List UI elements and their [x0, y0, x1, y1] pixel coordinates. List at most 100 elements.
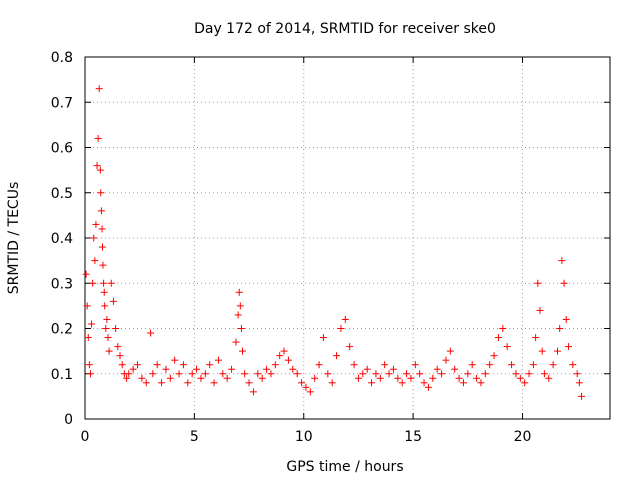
- data-point: [210, 379, 218, 387]
- data-point: [179, 361, 187, 369]
- data-point: [149, 370, 157, 378]
- data-point: [103, 315, 111, 323]
- data-point: [219, 370, 227, 378]
- data-point: [302, 383, 310, 391]
- data-point: [82, 270, 90, 278]
- data-point: [249, 388, 257, 396]
- data-point: [102, 325, 110, 332]
- data-point: [341, 315, 349, 323]
- grid-lines: [85, 57, 610, 419]
- y-tick-label: 0.2: [51, 322, 73, 338]
- chart-title: Day 172 of 2014, SRMTID for receiver ske…: [194, 21, 496, 37]
- data-point: [376, 374, 384, 382]
- data-point: [512, 370, 520, 378]
- data-point: [407, 374, 415, 382]
- data-point: [394, 374, 402, 382]
- data-point: [455, 374, 463, 382]
- data-point: [558, 257, 566, 265]
- data-point: [134, 361, 141, 369]
- data-point: [228, 365, 236, 373]
- data-point: [534, 279, 542, 287]
- x-tick-label: 10: [295, 429, 313, 445]
- data-point: [232, 338, 240, 346]
- data-point: [97, 207, 105, 215]
- data-point: [263, 365, 271, 373]
- y-tick-label: 0: [64, 412, 73, 428]
- data-point: [346, 343, 354, 351]
- data-point: [420, 379, 428, 387]
- data-point: [99, 261, 107, 269]
- data-point: [381, 361, 389, 369]
- data-point: [206, 361, 214, 369]
- data-point: [385, 370, 393, 378]
- data-point: [123, 374, 131, 382]
- y-tick-label: 0.8: [51, 50, 73, 66]
- data-point: [536, 306, 544, 314]
- data-point: [237, 325, 245, 332]
- data-point: [416, 370, 424, 378]
- data-point: [92, 220, 100, 228]
- data-point: [271, 361, 279, 369]
- data-point: [486, 361, 494, 369]
- data-point: [284, 356, 292, 364]
- data-point: [99, 243, 106, 251]
- data-point: [166, 374, 174, 382]
- data-point: [98, 225, 106, 233]
- data-point: [398, 379, 406, 387]
- data-point: [109, 297, 117, 305]
- data-point: [175, 370, 183, 378]
- data-point: [424, 383, 432, 391]
- data-point: [235, 288, 243, 296]
- data-point: [94, 134, 102, 142]
- data-point: [201, 370, 209, 378]
- data-point: [560, 279, 568, 287]
- data-point: [241, 370, 249, 378]
- data-point: [442, 356, 450, 364]
- data-point: [403, 370, 411, 378]
- data-point: [490, 352, 498, 360]
- data-point: [158, 379, 166, 387]
- data-point: [464, 370, 472, 378]
- data-points: [82, 85, 586, 400]
- axis-ticks: 0 5 10 15 20 0 0.1 0.2 0.3 0.4 0.5 0.6 0.7 0.8: [51, 50, 610, 445]
- data-point: [319, 334, 327, 342]
- data-point: [138, 374, 146, 382]
- data-point: [84, 334, 92, 342]
- data-point: [311, 374, 319, 382]
- data-point: [107, 279, 115, 287]
- x-tick-label: 0: [81, 429, 90, 445]
- data-point: [503, 343, 511, 351]
- data-point: [315, 361, 323, 369]
- data-point: [197, 374, 205, 382]
- data-point: [545, 374, 553, 382]
- data-point: [363, 365, 371, 373]
- data-point: [91, 257, 99, 265]
- data-point: [532, 334, 540, 342]
- data-point: [97, 189, 105, 197]
- data-point: [508, 361, 516, 369]
- data-point: [451, 365, 459, 373]
- data-point: [223, 374, 231, 382]
- data-point: [473, 374, 481, 382]
- data-point: [96, 166, 104, 174]
- data-point: [494, 334, 502, 342]
- data-point: [93, 162, 101, 170]
- data-point: [90, 234, 98, 242]
- data-point: [153, 361, 161, 369]
- data-point: [267, 370, 275, 378]
- data-point: [83, 302, 91, 310]
- data-point: [289, 365, 297, 373]
- data-point: [125, 370, 133, 378]
- data-point: [245, 379, 253, 387]
- y-axis-label: SRMTID / TECUs: [6, 182, 22, 295]
- data-point: [389, 365, 397, 373]
- data-point: [549, 361, 557, 369]
- data-point: [101, 302, 109, 310]
- data-point: [333, 352, 341, 360]
- data-point: [578, 392, 586, 400]
- y-tick-label: 0.6: [51, 141, 73, 157]
- data-point: [214, 356, 222, 364]
- data-point: [477, 379, 485, 387]
- data-point: [499, 325, 507, 332]
